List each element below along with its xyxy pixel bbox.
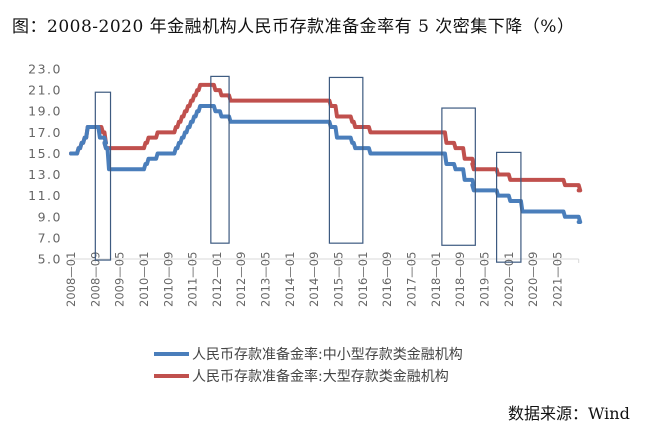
y-tick-label: 7.0: [38, 230, 62, 245]
data-source-note: 数据来源：Wind: [508, 404, 630, 423]
series-small-medium-line: [69, 103, 583, 225]
x-tick-label: 2009—05: [113, 252, 127, 307]
x-tick-label: 2018—01: [429, 252, 443, 307]
highlight-box: [496, 151, 522, 263]
x-tick-label: 2012—01: [210, 252, 224, 307]
y-tick-label: 17.0: [28, 125, 62, 140]
x-tick-label: 2010—01: [137, 252, 151, 307]
x-tick-label: 2012—09: [234, 252, 248, 307]
highlight-box: [210, 75, 230, 244]
legend-label: 人民币存款准备金率:大型存款类金融机构: [192, 368, 449, 385]
x-tick-label: 2020—09: [526, 252, 540, 307]
y-tick-label: 13.0: [28, 167, 62, 182]
x-tick-label: 2010—09: [161, 252, 175, 307]
y-tick-label: 11.0: [28, 188, 62, 203]
x-tick-label: 2017—05: [404, 252, 418, 307]
x-tick-label: 2020—01: [502, 252, 516, 307]
x-tick-label: 2019—05: [477, 252, 491, 307]
x-tick-label: 2021—05: [550, 252, 564, 307]
y-tick-label: 15.0: [28, 146, 62, 161]
x-tick-label: 2015—05: [332, 252, 346, 307]
x-tick-label: 2008—01: [64, 252, 78, 307]
x-tick-label: 2011—05: [186, 252, 200, 307]
x-tick-label: 2016—09: [380, 252, 394, 307]
y-tick-label: 21.0: [28, 83, 62, 98]
x-tick-label: 2014—01: [283, 252, 297, 307]
x-tick-label: 2014—09: [307, 252, 321, 307]
series-lines: [69, 82, 583, 225]
highlight-box: [328, 76, 364, 244]
x-tick-label: 2016—01: [356, 252, 370, 307]
x-tick-label: 2008—09: [88, 252, 102, 307]
x-axis: 2008—01 2008—09 2009—05 2010—01 2010—09 2011—…: [64, 252, 580, 307]
series-large-line: [69, 82, 583, 193]
y-tick-label: 19.0: [28, 104, 62, 119]
highlight-box: [94, 91, 112, 261]
legend-label: 人民币存款准备金率:中小型存款类金融机构: [192, 346, 463, 363]
highlight-box: [441, 107, 476, 246]
figure-title: 图：2008-2020 年金融机构人民币存款准备金率有 5 次密集下降（%）: [12, 17, 575, 37]
highlight-boxes: [94, 75, 522, 263]
x-tick-label: 2013—05: [259, 252, 273, 307]
y-tick-label: 9.0: [38, 209, 62, 224]
y-tick-label: 23.0: [28, 62, 62, 77]
y-axis: 23.0 21.0 19.0 17.0 15.0 13.0 11.0 9.0 7.0 5.0: [28, 62, 62, 267]
x-tick-label: 2018—09: [453, 252, 467, 307]
y-tick-label: 5.0: [38, 252, 62, 267]
